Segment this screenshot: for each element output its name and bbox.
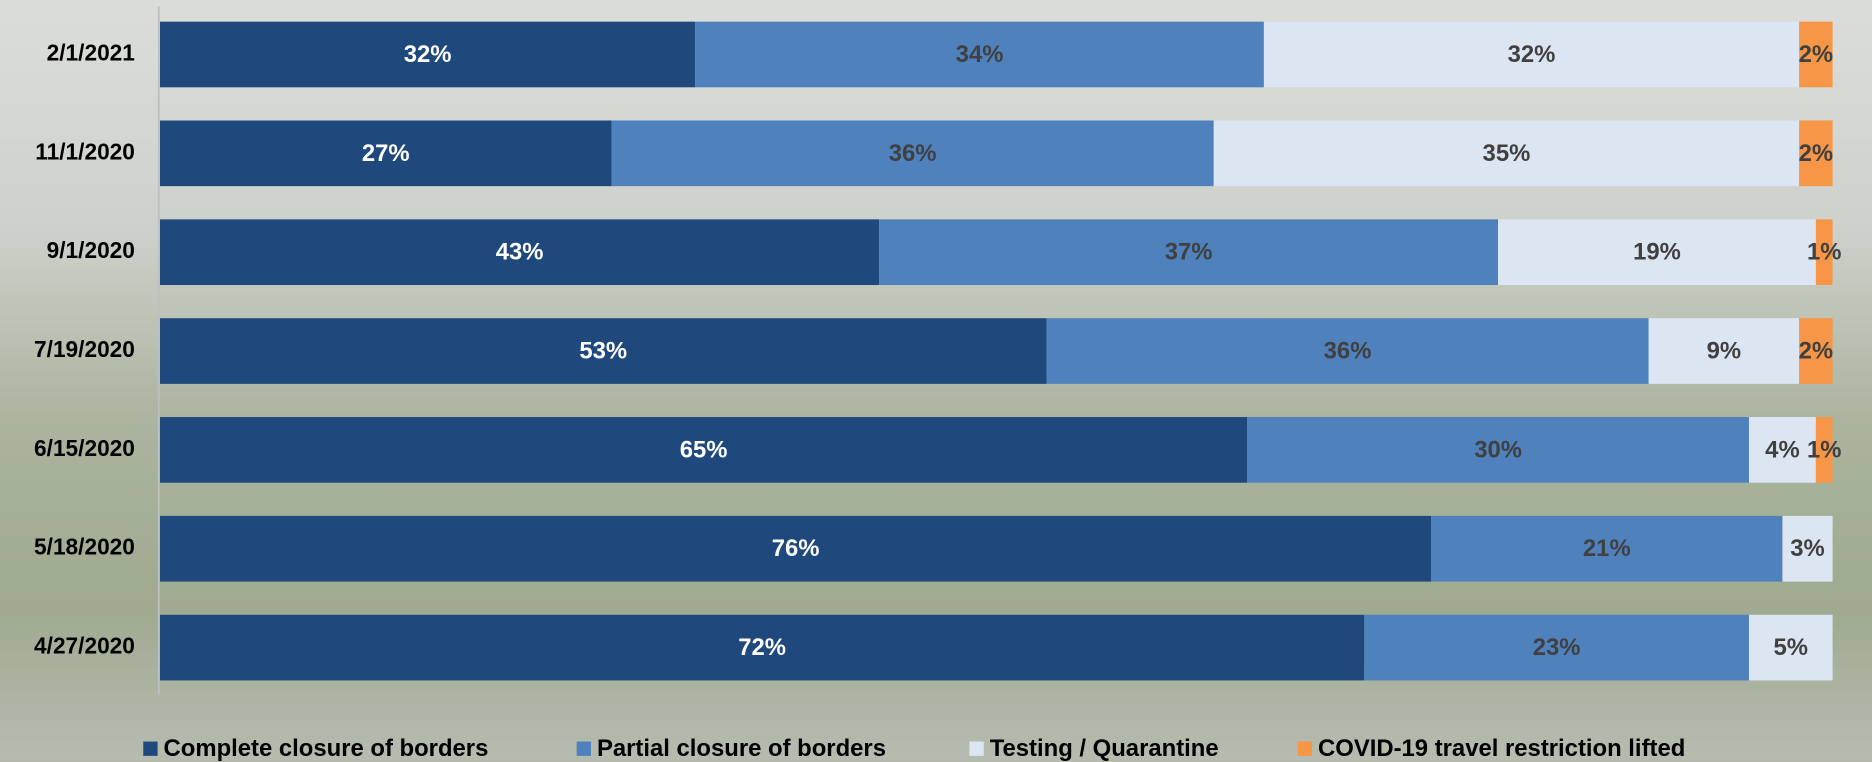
bar-segment [159,21,696,88]
legend-label: Complete closure of borders [164,735,489,762]
bar-segment [1046,318,1649,384]
y-tick-label: 5/18/2020 [34,534,135,560]
bar-segment [1748,614,1833,681]
bar-segment [1498,219,1816,286]
bar-segment [1815,417,1833,483]
data-label: 9% [1707,338,1741,365]
y-tick-label: 4/27/2020 [34,633,135,659]
bar-segment [879,219,1499,286]
bar-segment [1263,21,1800,88]
bar-segment [1247,417,1749,483]
data-label: 2% [1799,338,1833,365]
y-tick-label: 9/1/2020 [47,237,135,263]
legend-swatch [1297,741,1313,756]
legend-swatch [576,741,591,756]
data-label: 27% [362,140,410,167]
legend-swatch [143,741,158,756]
data-label: 1% [1807,239,1841,266]
bar-segment [159,515,1432,582]
legend-label: Partial closure of borders [597,735,886,762]
data-label: 19% [1633,239,1681,266]
data-label: 43% [496,239,544,266]
data-label: 65% [680,436,728,463]
data-label: 36% [1324,338,1372,365]
data-label: 37% [1165,239,1213,266]
bar-segment [159,614,1365,681]
bar-segment [1782,515,1833,582]
bar-segment [1799,120,1833,187]
bar-segment [1213,120,1800,187]
y-tick-label: 2/1/2021 [47,39,135,65]
bar-segment [695,21,1264,88]
legend-label: COVID-19 travel restriction lifted [1318,735,1685,762]
data-label: 53% [579,338,627,365]
data-label: 23% [1533,634,1581,661]
data-label: 2% [1799,140,1833,167]
y-tick-label: 7/19/2020 [34,336,135,362]
bar-segment [611,120,1214,187]
data-label: 5% [1774,634,1808,661]
data-label: 76% [772,535,820,562]
data-label: 35% [1483,140,1531,167]
y-tick-label: 11/1/2020 [35,138,135,164]
bar-segment [1364,614,1749,681]
bar-segment [1431,515,1783,582]
legend-label: Testing / Quarantine [990,735,1219,762]
data-label: 4% [1765,436,1799,463]
data-label: 2% [1799,41,1833,68]
data-label: 36% [889,140,937,167]
data-label: 3% [1790,535,1824,562]
bar-segment [1748,417,1816,483]
data-label: 1% [1807,436,1841,463]
data-label: 72% [738,634,786,661]
bar-segment [1799,21,1833,88]
y-tick-label: 6/15/2020 [34,435,135,461]
bar-segment [1648,318,1800,384]
legend-swatch [969,741,984,756]
bar-segment [159,417,1248,483]
bar-segment [1799,318,1833,384]
data-label: 21% [1583,535,1631,562]
bar-segment [159,120,612,187]
data-label: 34% [956,41,1004,68]
bar-segment [1815,219,1833,286]
bar-segment [159,318,1047,384]
data-label: 32% [404,41,452,68]
data-label: 30% [1474,436,1522,463]
data-label: 32% [1508,41,1556,68]
bar-segment [159,219,880,286]
